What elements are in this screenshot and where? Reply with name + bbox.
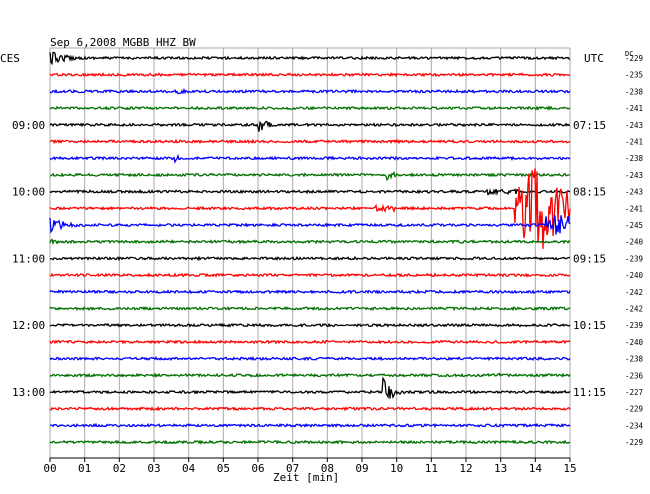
x-tick-label-14: 14 — [529, 462, 543, 475]
x-tick-label-4: 04 — [182, 462, 196, 475]
dc-offset-group: -229 -235 -238 -241 -243 -241 -238 -243 -243 -241… — [625, 54, 644, 447]
dc-offset-23: -229 — [625, 438, 643, 447]
left-hour-label-2: 11:00 — [12, 252, 45, 265]
trace-17 — [49, 339, 571, 345]
dc-offset-10: -245 — [625, 221, 643, 230]
x-tick-label-10: 10 — [390, 462, 403, 475]
dc-offset-21: -229 — [625, 405, 643, 414]
dc-offset-3: -241 — [625, 104, 643, 113]
x-tick-label-1: 01 — [78, 462, 91, 475]
trace-14 — [49, 289, 571, 295]
dc-offset-2: -238 — [625, 87, 644, 96]
right-time-label-1: 08:15 — [573, 186, 606, 199]
x-tick-label-5: 05 — [217, 462, 230, 475]
x-tick-label-0: 00 — [43, 462, 56, 475]
dc-offset-15: -242 — [625, 305, 643, 314]
x-tick-label-9: 09 — [355, 462, 368, 475]
right-time-label-0: 07:15 — [573, 119, 606, 132]
left-hour-label-1: 10:00 — [12, 186, 45, 199]
x-tick-label-8: 08 — [321, 462, 334, 475]
label-group: Sep 6,2008 MGBB HHZ BW CES UTC DC Zeit [… — [0, 36, 633, 484]
trace-11 — [49, 238, 571, 246]
trace-15 — [49, 305, 571, 312]
left-hour-label-3: 12:00 — [12, 319, 45, 332]
x-axis-title: Zeit [min] — [273, 471, 339, 484]
dc-offset-12: -239 — [625, 254, 643, 263]
dc-offset-11: -240 — [625, 238, 644, 247]
x-tick-label-11: 11 — [425, 462, 438, 475]
left-timezone-label: CES — [0, 52, 20, 65]
dc-offset-18: -238 — [625, 355, 644, 364]
dc-offset-13: -240 — [625, 271, 644, 280]
trace-3 — [49, 105, 571, 111]
chart-title: Sep 6,2008 MGBB HHZ BW — [50, 36, 196, 49]
trace-18 — [49, 355, 571, 362]
dc-offset-1: -235 — [625, 71, 643, 80]
trace-8 — [49, 188, 571, 196]
x-tick-label-13: 13 — [494, 462, 507, 475]
x-tick-label-3: 03 — [147, 462, 160, 475]
x-tick-label-15: 15 — [563, 462, 576, 475]
trace-10 — [49, 215, 571, 235]
dc-offset-19: -236 — [625, 371, 644, 380]
trace-13 — [50, 272, 571, 278]
hour-label-group: 09:00 10:00 11:00 12:00 13:00 07:15 08:15 09:15… — [12, 119, 606, 399]
x-tick-label-2: 02 — [113, 462, 126, 475]
trace-12 — [49, 255, 571, 262]
dc-offset-7: -243 — [625, 171, 643, 180]
dc-offset-22: -234 — [625, 421, 644, 430]
trace-16 — [49, 322, 571, 328]
trace-2 — [49, 87, 571, 95]
left-hour-label-0: 09:00 — [12, 119, 45, 132]
trace-19 — [49, 372, 571, 378]
time-grid — [49, 47, 571, 458]
x-tick-label-7: 07 — [286, 462, 299, 475]
trace-group — [49, 51, 571, 445]
trace-0 — [49, 51, 571, 66]
dc-offset-16: -239 — [625, 321, 643, 330]
x-tick-group: 00 01 02 03 04 05 06 07 08 09 10 11 12 13 14 15 — [43, 458, 577, 475]
trace-20 — [49, 376, 571, 400]
right-timezone-label: UTC — [584, 52, 604, 65]
dc-offset-5: -241 — [625, 138, 643, 147]
right-time-label-2: 09:15 — [573, 252, 606, 265]
dc-offset-4: -243 — [625, 121, 643, 130]
dc-offset-0: -229 — [625, 54, 643, 63]
dc-offset-6: -238 — [625, 154, 644, 163]
trace-22 — [50, 422, 571, 429]
trace-9 — [49, 168, 571, 249]
trace-5 — [50, 138, 571, 145]
dc-offset-17: -240 — [625, 338, 644, 347]
left-hour-label-4: 13:00 — [12, 386, 45, 399]
dc-offset-20: -227 — [625, 388, 643, 397]
trace-6 — [49, 153, 571, 164]
trace-7 — [49, 170, 571, 182]
dc-offset-14: -242 — [625, 288, 643, 297]
right-time-label-3: 10:15 — [573, 319, 606, 332]
x-tick-label-12: 12 — [459, 462, 472, 475]
trace-23 — [49, 439, 571, 445]
trace-1 — [49, 71, 571, 78]
dc-offset-9: -241 — [625, 204, 643, 213]
right-time-label-4: 11:15 — [573, 386, 606, 399]
trace-21 — [49, 405, 571, 412]
dc-offset-8: -243 — [625, 188, 643, 197]
dc-header-label: DC — [625, 50, 633, 58]
x-tick-label-6: 06 — [251, 462, 264, 475]
trace-4 — [49, 120, 571, 132]
